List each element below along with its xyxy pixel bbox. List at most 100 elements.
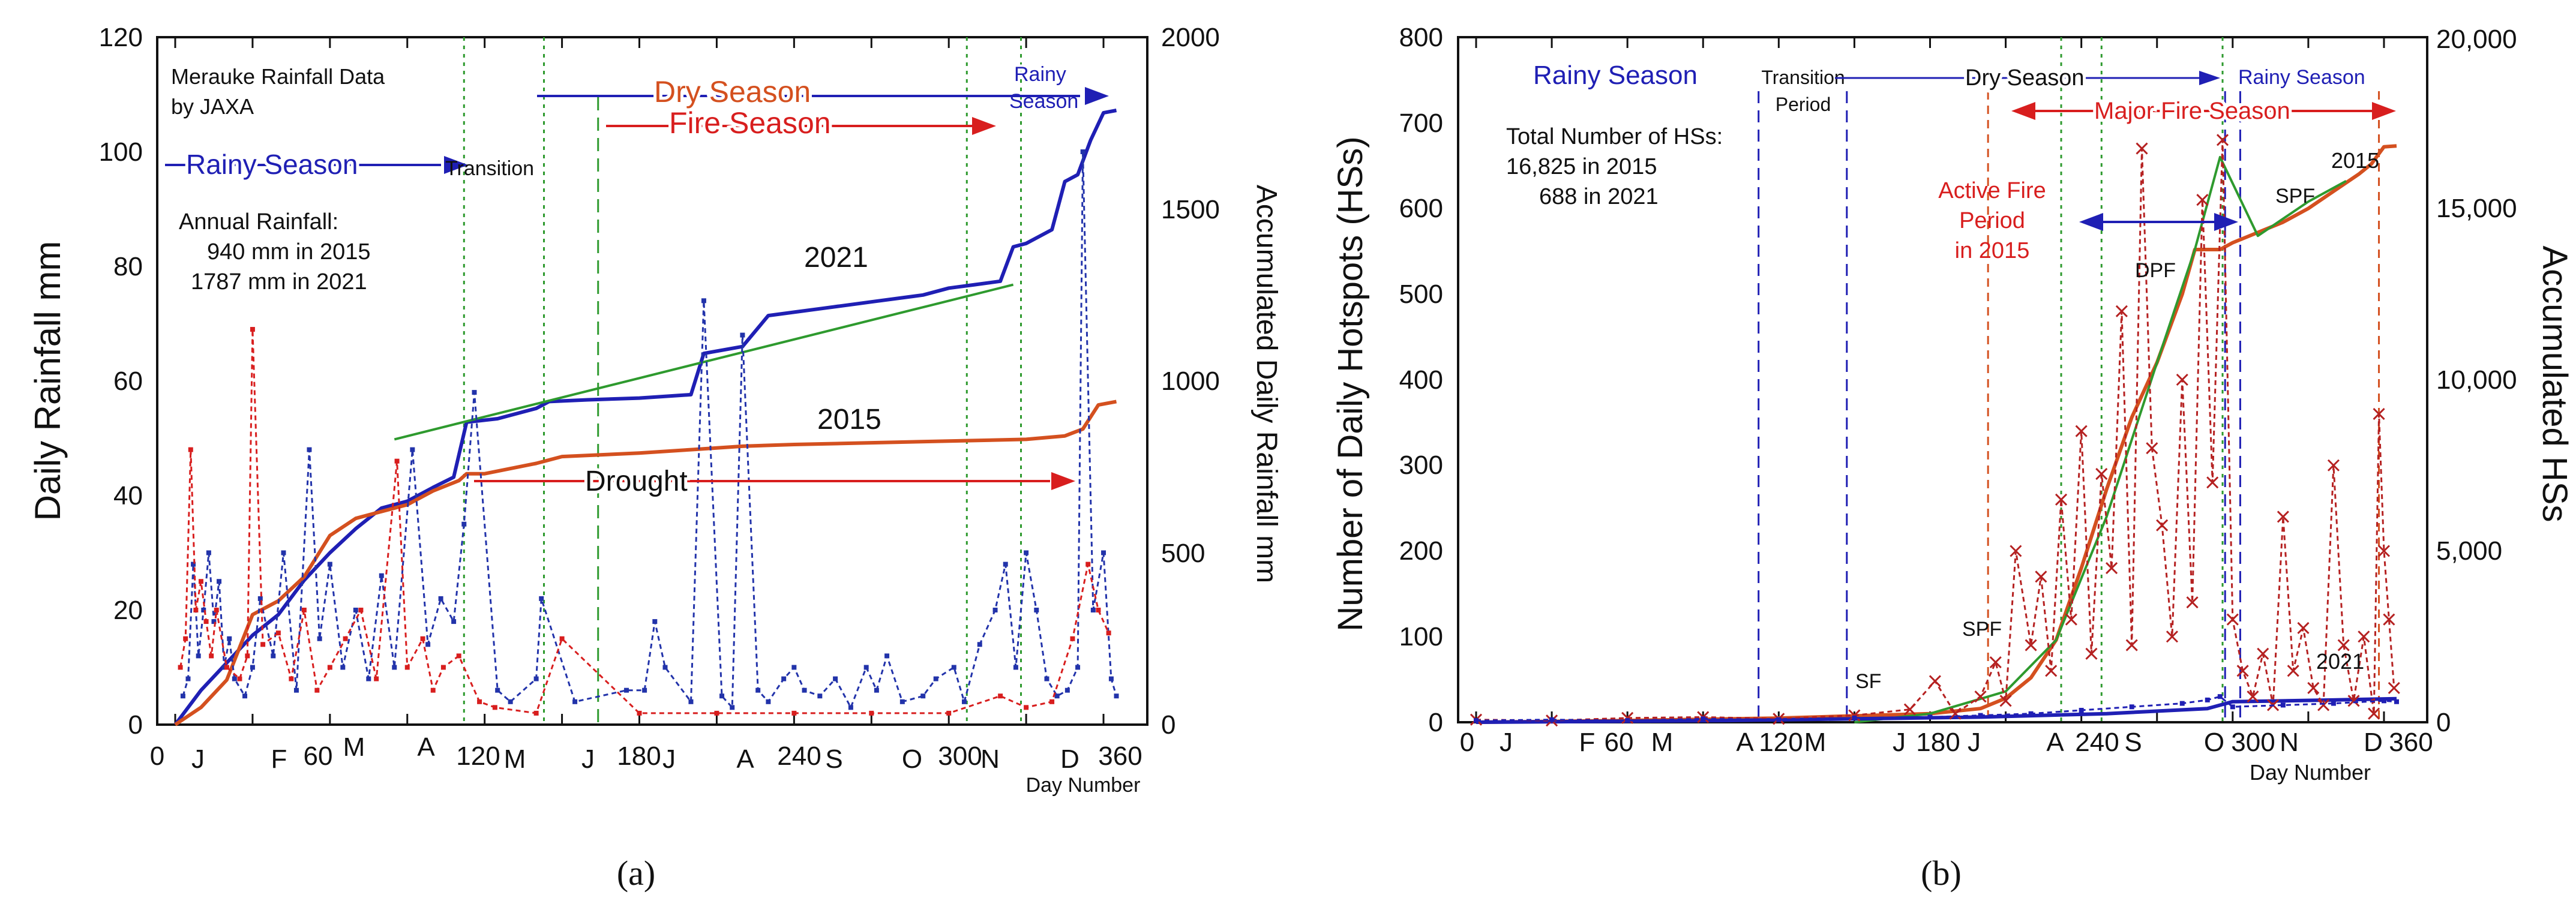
panel-a-month: O: [902, 744, 922, 774]
panel-b-total-2015: 16,825 in 2015: [1506, 154, 1657, 179]
b-point-2015-daily: [1848, 709, 1861, 722]
a-point-2015-daily: [440, 665, 446, 670]
panel-b-x-tick: 180: [1916, 728, 1960, 757]
b-series-2015-accumulated: [1476, 144, 2397, 724]
a-point-2021-daily: [180, 693, 185, 699]
panel-b-y-left-tick: 0: [1429, 708, 1443, 737]
b-point-2015-daily: [2358, 630, 2370, 643]
panel-a: Daily Rainfall mm Accumulated Daily Rain…: [28, 23, 1282, 893]
panel-b-month: D: [2364, 728, 2383, 757]
panel-b-y-left-tick: 600: [1399, 194, 1443, 223]
panel-b-dry-label: Dry Season: [1965, 65, 2085, 91]
panel-b-month: M: [1651, 728, 1674, 757]
panel-b-label-2015: 2015: [2331, 148, 2379, 173]
b-point-2021-daily: [2280, 702, 2286, 708]
b-point-2015-daily: [2055, 493, 2068, 506]
a-point-2021-daily: [221, 665, 227, 670]
a-point-2021-daily: [508, 699, 513, 704]
panel-b-y-left-label: Number of Daily Hotspots (HSs): [1331, 136, 1370, 631]
panel-b-y-right-label: Accumulated HSs: [2535, 246, 2574, 522]
panel-a-fire-arrowhead: [972, 117, 996, 135]
a-point-2021-daily: [211, 619, 217, 624]
b-point-2015-daily: [1949, 707, 1962, 720]
panel-b-x-tick: 360: [2389, 728, 2433, 757]
panel-b-x-tick: 60: [1605, 728, 1634, 757]
panel-b-y-right-tick: 10,000: [2436, 365, 2517, 395]
a-point-2015-daily: [245, 653, 250, 659]
panel-b-month: M: [1804, 728, 1827, 757]
panel-b-x-label: Day Number: [2250, 760, 2371, 785]
panel-b-transition-label-1: Transition: [1761, 67, 1845, 88]
panel-b-x-tick: 0: [1460, 728, 1474, 757]
a-point-2021-daily: [766, 699, 771, 704]
a-point-2021-daily: [863, 665, 869, 670]
b-point-2015-daily: [2045, 665, 2058, 677]
b-point-2015-daily: [2095, 467, 2108, 480]
b-point-2021-daily: [2179, 701, 2185, 706]
panel-a-x-ticks: 0 60 120 180 240 300 360: [150, 741, 1142, 771]
a-point-2021-daily: [642, 687, 647, 693]
a-point-2021-daily: [379, 573, 384, 578]
a-point-2015-daily: [394, 458, 400, 464]
panel-b-major-fire-arrowhead-left: [2011, 102, 2035, 120]
panel-b-y-left-tick: 400: [1399, 365, 1443, 395]
panel-b-plot-frame: [1457, 36, 2428, 723]
a-point-2015-daily: [1106, 630, 1111, 636]
b-point-2021-daily: [2217, 694, 2223, 699]
panel-a-rainy-arrowhead: [444, 156, 468, 174]
a-point-2021-daily: [1034, 608, 1039, 612]
b-series-2015-trend: [1854, 155, 2347, 723]
a-point-2015-daily: [998, 693, 1003, 699]
b-point-2015-daily: [1999, 695, 2012, 707]
panel-b-rainy-label: Rainy Season: [1533, 61, 1698, 90]
a-point-2015-daily: [214, 608, 219, 612]
a-point-2015-daily: [327, 665, 332, 670]
a-point-2015-daily: [1085, 561, 1091, 567]
a-point-2021-daily: [206, 550, 211, 555]
panel-b-y-left-tick: 200: [1399, 536, 1443, 566]
a-point-2015-daily: [209, 653, 214, 659]
a-point-2021-daily: [817, 693, 823, 699]
panel-b-x-ticks: 0 60 120 180 240 300 360: [1460, 728, 2433, 757]
a-point-2021-daily: [624, 687, 629, 693]
a-series-2015-daily: [179, 328, 1109, 714]
panel-b-active-arrowhead-right: [2214, 213, 2238, 231]
a-point-2021-daily: [1013, 665, 1018, 670]
panel-b-y-left-tick: 100: [1399, 622, 1443, 651]
a-point-2021-daily: [307, 447, 312, 452]
b-point-2015-daily: [2206, 476, 2219, 489]
b-point-2015-daily: [2226, 613, 2239, 626]
a-point-2021-daily: [572, 699, 578, 704]
a-point-2015-daily: [1049, 699, 1055, 704]
b-point-2015-daily: [2156, 519, 2169, 531]
a-point-2021-daily: [281, 550, 286, 555]
panel-a-y-left-tick: 80: [113, 252, 143, 281]
a-point-2021-daily: [327, 561, 332, 567]
a-point-2021-daily: [833, 676, 838, 681]
b-point-2015-daily: [2337, 639, 2350, 651]
a-point-2021-daily: [217, 579, 222, 584]
b-point-2021-daily: [2028, 711, 2034, 716]
panel-a-y-left-ticks: 120 100 80 60 40 20 0: [99, 23, 143, 740]
b-series-2015-daily: [1476, 139, 2395, 722]
a-point-2021-daily: [755, 687, 761, 693]
panel-a-month: M: [343, 732, 365, 762]
a-point-2015-daily: [374, 676, 379, 681]
a-point-2015-daily: [477, 699, 482, 704]
b-point-2015-daily: [2085, 647, 2098, 660]
panel-a-y-right-tick: 2000: [1161, 23, 1220, 52]
a-point-2021-daily: [1044, 676, 1049, 681]
panel-b-month: F: [1579, 728, 1596, 757]
b-point-2015-daily: [2368, 707, 2380, 720]
a-point-2021-daily: [185, 676, 191, 681]
a-point-2015-daily: [260, 642, 266, 647]
a-point-2021-daily: [1090, 608, 1096, 612]
panel-b-marks: [1470, 37, 2400, 727]
b-point-2015-daily: [2010, 545, 2022, 557]
a-point-2021-daily: [1114, 693, 1119, 699]
panel-a-annual-label: Annual Rainfall:: [179, 209, 338, 235]
b-point-2015-daily: [2065, 613, 2077, 626]
panel-b-dry-arrowhead: [2199, 71, 2220, 85]
a-series-2015-accumulated: [174, 400, 1117, 726]
panel-b-x-tick: 300: [2231, 728, 2275, 757]
